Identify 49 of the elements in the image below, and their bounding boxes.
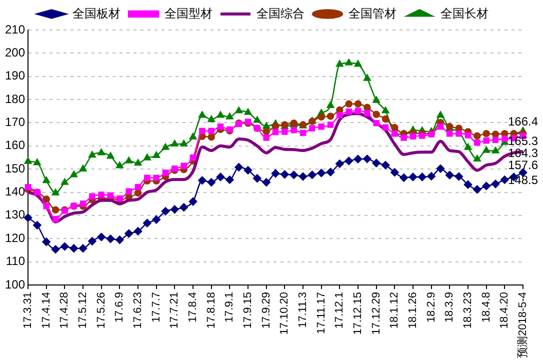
x-tick-label: 17.5.12 (77, 292, 90, 329)
y-tick-label: 100 (4, 277, 26, 292)
data-label: 157.6 (508, 158, 538, 172)
x-tick-label: 18.1.12 (388, 292, 401, 329)
x-tick-label: 17.7.7 (150, 292, 162, 323)
legend-label: 全国管材 (348, 6, 396, 20)
x-tick-label: 18.1.26 (407, 292, 420, 329)
y-tick-label: 200 (4, 45, 26, 60)
x-tick-label: 17.12.29 (370, 292, 382, 335)
x-tick-label: 17.3.31 (22, 292, 34, 329)
legend-label: 全国型材 (164, 6, 212, 20)
x-tick-label: 预测2018-5-4 (517, 292, 530, 358)
x-tick-label: 17.11.17 (315, 292, 328, 334)
x-tick-label: 17.12.1 (334, 292, 346, 329)
data-label: 165.3 (508, 134, 538, 148)
legend-label: 全国长材 (440, 6, 488, 20)
x-tick-label: 18.4.8 (480, 292, 492, 323)
x-tick-label: 17.6.23 (132, 292, 144, 329)
y-tick-label: 110 (6, 254, 26, 268)
x-tick-label: 17.6.9 (114, 292, 126, 323)
x-tick-label: 17.7.21 (168, 292, 181, 329)
x-tick-label: 18.2.9 (425, 292, 438, 323)
x-tick-label: 17.9.29 (260, 292, 272, 329)
data-label: 166.4 (508, 114, 538, 128)
x-tick-label: 18.3.9 (444, 292, 456, 323)
x-tick-label: 17.4.28 (58, 292, 71, 329)
x-tick-label: 17.9.1 (224, 292, 236, 323)
y-tick-label: 130 (4, 208, 26, 222)
legend-label: 全国板材 (72, 6, 120, 20)
y-tick-label: 150 (4, 161, 26, 176)
y-tick-label: 180 (4, 92, 26, 106)
y-tick-label: 120 (4, 230, 26, 245)
legend-label: 全国综合 (256, 6, 304, 20)
y-tick-label: 160 (4, 138, 26, 152)
x-tick-label: 17.12.15 (352, 292, 364, 335)
x-tick-label: 17.4.14 (40, 292, 52, 329)
y-tick-label: 140 (4, 184, 26, 199)
x-tick-label: 17.9.15 (242, 292, 254, 329)
data-label: 148.5 (508, 172, 538, 187)
y-tick-label: 170 (4, 115, 26, 130)
x-tick-label: 17.8.18 (205, 292, 218, 329)
x-tick-label: 17.11.3 (297, 292, 310, 328)
y-tick-label: 190 (4, 68, 26, 83)
x-tick-label: 18.4.20 (498, 292, 511, 329)
x-tick-label: 17.5.26 (95, 292, 108, 329)
x-tick-label: 17.10.20 (278, 292, 291, 335)
y-tick-label: 210 (4, 22, 26, 36)
x-tick-label: 17.8.4 (187, 292, 200, 323)
x-tick-label: 18.3.23 (462, 292, 474, 329)
